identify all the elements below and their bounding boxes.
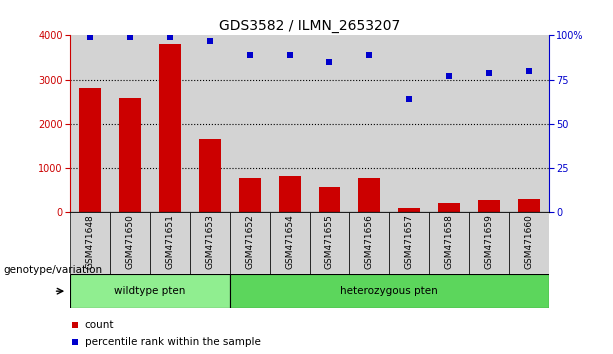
Bar <box>110 35 150 212</box>
Bar <box>239 178 261 212</box>
Text: GSM471653: GSM471653 <box>205 214 215 269</box>
Point <box>405 96 414 102</box>
Bar <box>359 178 380 212</box>
Bar <box>429 212 469 274</box>
Point <box>364 52 374 58</box>
Text: wildtype pten: wildtype pten <box>115 286 186 296</box>
Text: GSM471651: GSM471651 <box>166 214 175 269</box>
Bar <box>279 176 300 212</box>
Text: GSM471659: GSM471659 <box>484 214 493 269</box>
Point <box>125 34 135 40</box>
Bar <box>110 212 150 274</box>
Bar <box>150 35 190 212</box>
Text: GSM471655: GSM471655 <box>325 214 334 269</box>
Text: heterozygous pten: heterozygous pten <box>340 286 438 296</box>
Bar <box>230 212 270 274</box>
Text: GSM471650: GSM471650 <box>126 214 135 269</box>
Bar <box>270 35 310 212</box>
Point <box>70 339 80 344</box>
Bar <box>190 35 230 212</box>
Bar <box>70 212 110 274</box>
Bar <box>230 274 549 308</box>
Point <box>245 52 255 58</box>
Point <box>284 52 294 58</box>
Bar <box>70 274 230 308</box>
Point <box>205 38 215 44</box>
Text: genotype/variation: genotype/variation <box>3 265 102 275</box>
Bar <box>150 212 190 274</box>
Point <box>444 73 454 79</box>
Bar <box>190 212 230 274</box>
Bar <box>80 88 101 212</box>
Bar <box>389 35 429 212</box>
Bar <box>230 35 270 212</box>
Point <box>166 34 175 40</box>
Bar <box>438 202 460 212</box>
Bar <box>349 35 389 212</box>
Bar <box>478 200 500 212</box>
Text: GSM471658: GSM471658 <box>444 214 454 269</box>
Bar <box>509 35 549 212</box>
Bar <box>469 212 509 274</box>
Bar <box>319 187 340 212</box>
Bar <box>310 35 349 212</box>
Text: GSM471654: GSM471654 <box>285 214 294 269</box>
Point <box>86 34 96 40</box>
Bar <box>509 212 549 274</box>
Bar <box>270 212 310 274</box>
Bar <box>469 35 509 212</box>
Bar <box>398 208 420 212</box>
Text: GSM471652: GSM471652 <box>245 214 254 269</box>
Bar <box>120 98 141 212</box>
Point <box>70 322 80 328</box>
Bar <box>310 212 349 274</box>
Point <box>484 70 494 75</box>
Point <box>524 68 533 74</box>
Text: GSM471656: GSM471656 <box>365 214 374 269</box>
Bar <box>389 212 429 274</box>
Text: count: count <box>85 320 115 330</box>
Bar <box>518 199 539 212</box>
Bar <box>70 35 110 212</box>
Bar <box>429 35 469 212</box>
Text: GSM471648: GSM471648 <box>86 214 95 269</box>
Text: percentile rank within the sample: percentile rank within the sample <box>85 337 261 347</box>
Bar <box>349 212 389 274</box>
Bar <box>159 44 181 212</box>
Title: GDS3582 / ILMN_2653207: GDS3582 / ILMN_2653207 <box>219 19 400 33</box>
Point <box>325 59 335 65</box>
Text: GSM471660: GSM471660 <box>524 214 533 269</box>
Bar <box>199 139 221 212</box>
Text: GSM471657: GSM471657 <box>405 214 414 269</box>
